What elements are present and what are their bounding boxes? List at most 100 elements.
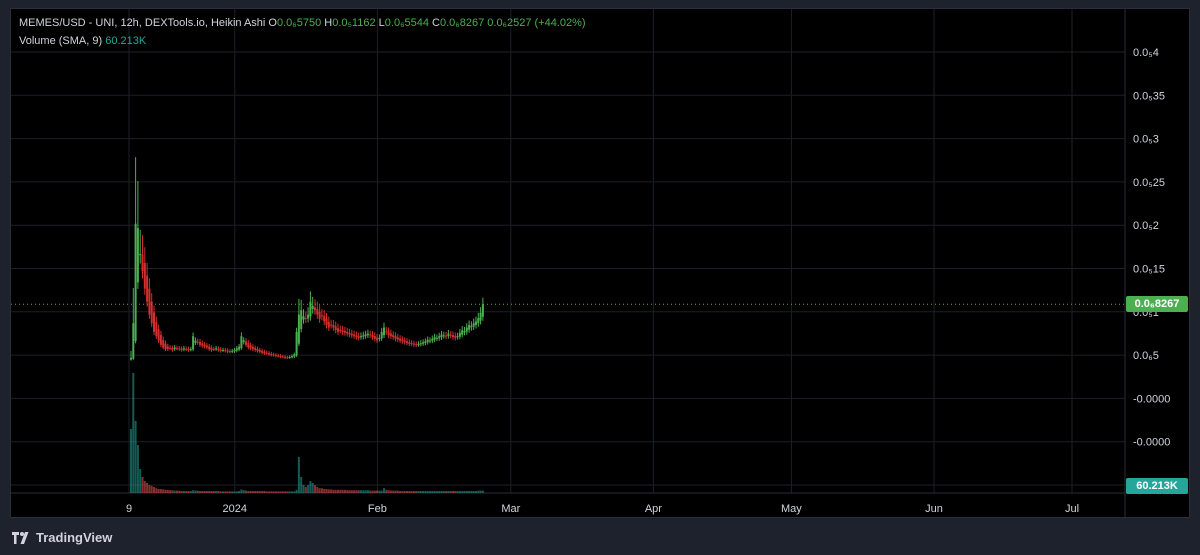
volume-bar (263, 491, 266, 493)
high-value: 0.0₅1162 (332, 17, 376, 29)
volume-bar (408, 491, 411, 493)
candle-body (208, 346, 211, 350)
candle-body (235, 348, 238, 351)
candle-body (442, 335, 445, 337)
volume-bar (217, 491, 220, 493)
volume-bar (199, 491, 201, 493)
volume-bar (162, 489, 165, 493)
change-value: 0.0₆2527 (+44.02%) (487, 17, 586, 29)
volume-bar (295, 489, 298, 493)
candle-body (169, 347, 172, 349)
volume-bar (233, 491, 236, 493)
volume-bar (426, 491, 429, 493)
volume-bar (435, 491, 438, 493)
candle-body (153, 312, 155, 332)
volume-bar (210, 491, 213, 493)
candle-body (309, 301, 312, 317)
volume-bar (155, 488, 158, 493)
candle-body (320, 315, 323, 317)
candle-body (445, 335, 448, 337)
y-tick-label: 0.0₅3 (1133, 134, 1159, 146)
volume-bar (369, 490, 372, 493)
candle-body (176, 348, 178, 350)
volume-bar (389, 490, 392, 493)
candle-body (369, 334, 372, 336)
volume-value-tag: 60.213K (1126, 478, 1188, 494)
candle-body (196, 341, 199, 343)
close-label: C (432, 17, 440, 29)
volume-bar (472, 491, 475, 493)
candle-body (307, 314, 310, 319)
volume-bar (268, 491, 270, 493)
tradingview-logo[interactable]: TradingView (12, 530, 112, 545)
candle-body (205, 345, 208, 348)
volume-bar (169, 490, 172, 493)
candle-body (295, 331, 298, 356)
volume-bar (339, 489, 342, 493)
candle-body (192, 336, 195, 350)
candle-body (406, 341, 408, 344)
volume-bar (334, 489, 337, 493)
candle-body (371, 334, 374, 338)
volume-bar (447, 491, 450, 493)
candle-body (339, 330, 342, 332)
volume-bar (461, 491, 464, 493)
volume-bar (452, 491, 454, 493)
volume-bar (182, 491, 185, 493)
candle-body (302, 316, 305, 320)
volume-bar (348, 490, 351, 493)
volume-bar (254, 491, 257, 493)
volume-bar (139, 469, 142, 493)
candle-body (311, 305, 314, 310)
chart-plot[interactable]: 0.0₅40.0₅350.0₅30.0₅250.0₅20.0₅150.0₅10.… (11, 9, 1189, 517)
volume-bar (302, 485, 305, 493)
candle-body (268, 353, 270, 355)
volume-bar (394, 490, 397, 493)
candle-body (438, 336, 441, 339)
candle-body (410, 343, 413, 345)
volume-bar (261, 491, 264, 493)
candle-body (143, 262, 146, 289)
volume-bar (422, 491, 425, 493)
candle-body (465, 327, 468, 332)
last-price-tag: 0.0₆8267 (1126, 296, 1188, 313)
volume-bar (141, 477, 144, 493)
symbol-label[interactable]: MEMES/USD - UNI, 12h, DEXTools.io, Heiki… (19, 17, 266, 29)
volume-bar (440, 491, 443, 493)
volume-bar (245, 490, 247, 493)
candle-body (376, 337, 379, 341)
volume-label[interactable]: Volume (SMA, 9) (19, 35, 103, 47)
volume-bar (309, 481, 312, 493)
volume-bar (136, 445, 139, 493)
volume-bar (226, 491, 229, 493)
y-tick-label: 0.0₅15 (1133, 264, 1165, 276)
volume-bar (272, 491, 275, 493)
volume-bar (274, 491, 277, 493)
volume-bar (380, 490, 383, 493)
volume-bar (403, 491, 406, 493)
volume-bar (475, 491, 477, 493)
volume-bar (360, 490, 362, 493)
x-tick-label: 2024 (223, 503, 247, 515)
candle-body (242, 340, 245, 343)
candle-body (134, 223, 137, 341)
candle-body (256, 349, 259, 351)
candle-body (429, 340, 431, 342)
volume-bar (417, 491, 420, 493)
volume-bar (376, 490, 379, 493)
candle-body (139, 254, 142, 256)
candle-body (258, 349, 261, 352)
candle-body (415, 344, 418, 346)
candle-body (456, 336, 459, 338)
volume-bar (192, 490, 195, 493)
volume-bar (130, 429, 132, 493)
volume-bar (332, 489, 335, 493)
volume-bar (419, 491, 422, 493)
candle-body (433, 337, 436, 340)
volume-bar (463, 491, 466, 493)
candle-body (201, 343, 204, 346)
volume-bar (291, 491, 293, 493)
candle-body (389, 333, 392, 337)
volume-bar (176, 490, 178, 493)
volume-value: 60.213K (105, 35, 147, 47)
